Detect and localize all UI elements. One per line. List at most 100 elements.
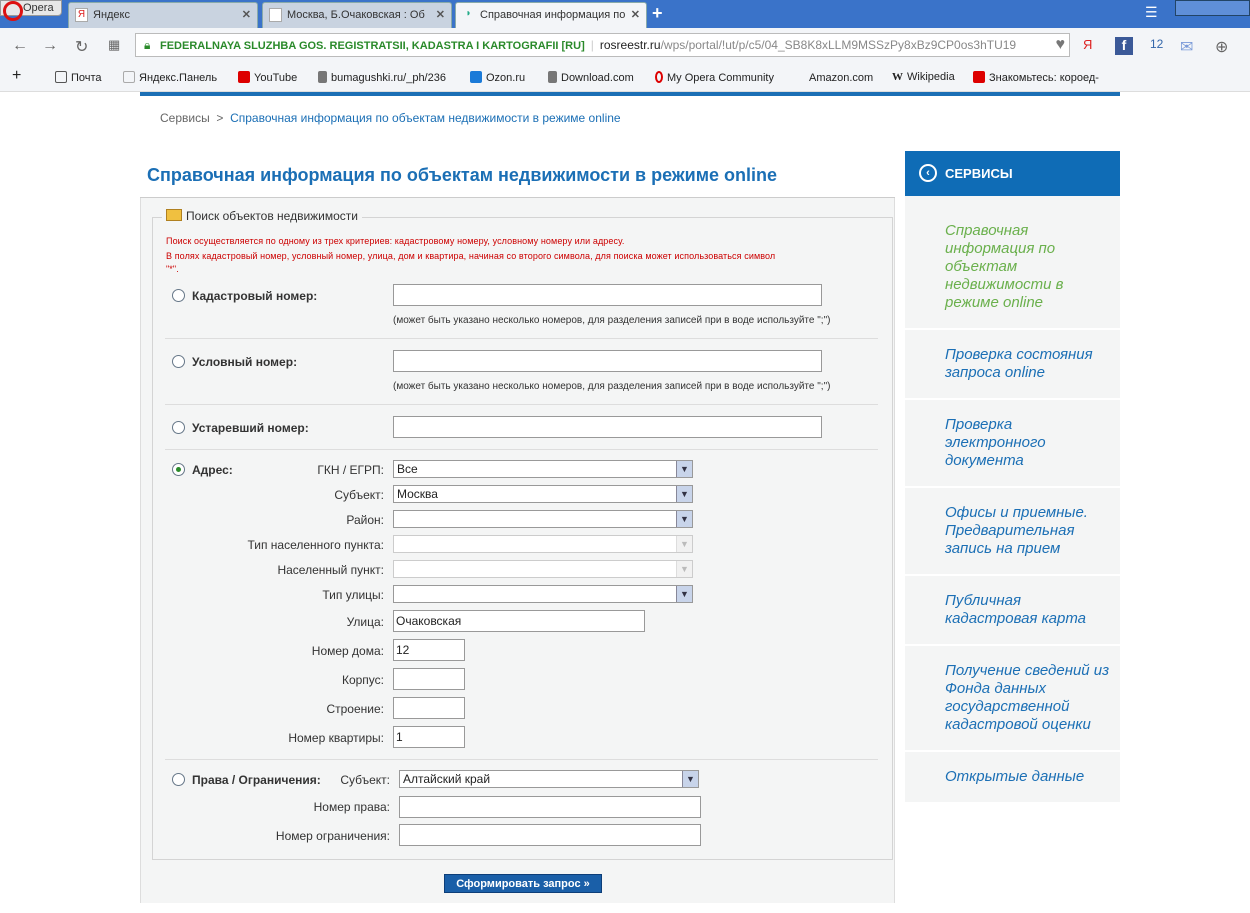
- tab-yandex[interactable]: Я Яндекс ✕: [68, 2, 258, 28]
- notifications-icon[interactable]: 12: [1150, 37, 1164, 51]
- add-bookmark-icon[interactable]: +: [12, 67, 22, 84]
- conditional-hint: (может быть указано несколько номеров, д…: [393, 381, 831, 392]
- settlement-label: Населенный пункт:: [277, 563, 384, 577]
- bookmark-item[interactable]: Яндекс.Панель: [123, 71, 217, 84]
- tab-rosreestr[interactable]: ◗ Справочная информация по ✕: [455, 2, 647, 28]
- breadcrumb-current[interactable]: Справочная информация по объектам недвиж…: [230, 111, 621, 125]
- close-icon[interactable]: ✕: [241, 9, 251, 21]
- address-label: Адрес:: [192, 463, 233, 477]
- tab-label: Москва, Б.Очаковская : Об: [287, 9, 425, 21]
- close-icon[interactable]: ✕: [435, 9, 445, 21]
- wikipedia-icon: W: [892, 71, 903, 83]
- chevron-down-icon: ▼: [682, 771, 698, 787]
- structure-input[interactable]: [393, 697, 465, 719]
- yandex-icon[interactable]: Я: [1083, 37, 1093, 52]
- cadastral-input[interactable]: [393, 284, 822, 306]
- conditional-radio[interactable]: [172, 355, 185, 368]
- download-icon[interactable]: ⊕: [1215, 39, 1229, 56]
- bookmark-label: Ozon.ru: [486, 72, 526, 84]
- heart-icon[interactable]: ♥: [1055, 36, 1066, 53]
- bookmark-item[interactable]: bumagushki.ru/_ph/236: [318, 71, 446, 84]
- gkn-select[interactable]: Все ▼: [393, 460, 693, 478]
- window-controls[interactable]: [1175, 0, 1250, 16]
- chevron-down-icon: ▼: [676, 586, 692, 602]
- sidebar-item-offices[interactable]: Офисы и приемные. Предварительная запись…: [905, 488, 1120, 576]
- sidebar-header[interactable]: ‹ СЕРВИСЫ: [905, 151, 1120, 196]
- new-tab-button[interactable]: +: [652, 3, 663, 23]
- opera-menu-button[interactable]: Opera: [0, 0, 62, 21]
- subject-select[interactable]: Москва ▼: [393, 485, 693, 503]
- right-number-input[interactable]: [399, 796, 701, 818]
- tab-moscow[interactable]: Москва, Б.Очаковская : Об ✕: [262, 2, 452, 28]
- settlement-select[interactable]: ▼: [393, 560, 693, 578]
- tab-label: Яндекс: [93, 9, 130, 21]
- restriction-number-input[interactable]: [399, 824, 701, 846]
- subject-value: Москва: [397, 487, 438, 501]
- cadastral-radio[interactable]: [172, 289, 185, 302]
- bookmark-item[interactable]: Знакомьтесь: короед-: [973, 71, 1105, 84]
- district-select[interactable]: ▼: [393, 510, 693, 528]
- street-input[interactable]: Очаковская: [393, 610, 645, 632]
- divider: [165, 759, 878, 760]
- lock-icon: 🔒︎: [144, 38, 151, 52]
- apartment-input[interactable]: 1: [393, 726, 465, 748]
- house-label: Номер дома:: [311, 644, 384, 658]
- cadastral-label: Кадастровый номер:: [192, 289, 318, 303]
- conditional-input[interactable]: [393, 350, 822, 372]
- obsolete-input[interactable]: [393, 416, 822, 438]
- rights-label: Права / Ограничения:: [192, 773, 321, 787]
- mail-icon: [55, 71, 67, 83]
- rights-subject-value: Алтайский край: [403, 772, 491, 786]
- chevron-down-icon: ▼: [676, 461, 692, 477]
- divider: [165, 404, 878, 405]
- search-folder-icon: [166, 209, 182, 221]
- rosreestr-icon: ◗: [465, 8, 472, 19]
- address-bar[interactable]: 🔒︎ FEDERALNAYA SLUZHBA GOS. REGISTRATSII…: [135, 33, 1070, 57]
- sidebar-item-request-status[interactable]: Проверка состояния запроса online: [905, 330, 1120, 400]
- bookmarks-bar: + Почта Яндекс.Панель YouTube bumagushki…: [0, 62, 1250, 92]
- sidebar-item-open-data[interactable]: Открытые данные: [905, 752, 1120, 804]
- bookmark-item[interactable]: Amazon.com: [793, 71, 873, 84]
- opera-icon: [655, 71, 663, 83]
- bookmark-label: Яндекс.Панель: [139, 72, 218, 84]
- apartment-label: Номер квартиры:: [288, 731, 384, 745]
- submit-request-button[interactable]: Сформировать запрос »: [444, 874, 602, 893]
- bookmark-item[interactable]: W Wikipedia: [892, 71, 955, 83]
- tab-menu-icon[interactable]: ☰: [1145, 4, 1158, 20]
- sidebar-item-reference-info[interactable]: Справочная информация по объектам недвиж…: [905, 196, 1120, 330]
- bookmark-item[interactable]: YouTube: [238, 71, 297, 84]
- forward-icon[interactable]: →: [42, 37, 58, 54]
- obsolete-radio[interactable]: [172, 421, 185, 434]
- gkn-value: Все: [397, 462, 418, 476]
- bookmark-item[interactable]: Почта: [55, 71, 102, 84]
- bookmark-item[interactable]: My Opera Community: [655, 71, 774, 84]
- breadcrumb-services[interactable]: Сервисы: [160, 111, 210, 125]
- tab-label: Справочная информация по: [480, 9, 626, 21]
- facebook-icon[interactable]: f: [1115, 37, 1133, 55]
- building-input[interactable]: [393, 668, 465, 690]
- close-icon[interactable]: ✕: [630, 9, 640, 21]
- chevron-down-icon: ▼: [676, 536, 692, 552]
- rights-radio[interactable]: [172, 773, 185, 786]
- settlement-type-select[interactable]: ▼: [393, 535, 693, 553]
- mail-icon[interactable]: ✉: [1180, 39, 1194, 56]
- right-number-label: Номер права:: [313, 800, 390, 814]
- back-icon[interactable]: ←: [12, 37, 28, 54]
- amazon-icon: [793, 71, 805, 83]
- bookmark-item[interactable]: Download.com: [548, 71, 634, 84]
- sidebar-item-valuation-fund[interactable]: Получение сведений из Фонда данных госуд…: [905, 646, 1120, 752]
- sidebar-item-check-document[interactable]: Проверка электронного документа: [905, 400, 1120, 488]
- street-type-select[interactable]: ▼: [393, 585, 693, 603]
- rights-subject-select[interactable]: Алтайский край ▼: [399, 770, 699, 788]
- address-radio[interactable]: [172, 463, 185, 476]
- url-path: /wps/portal/!ut/p/c5/04_SB8K8xLLM9MSSzPy…: [660, 38, 1017, 52]
- chevron-down-icon: ▼: [676, 511, 692, 527]
- sidebar-item-cadastral-map[interactable]: Публичная кадастровая карта: [905, 576, 1120, 646]
- restriction-number-label: Номер ограничения:: [275, 829, 390, 843]
- reload-icon[interactable]: ↻: [75, 39, 89, 56]
- security-badge[interactable]: FEDERALNAYA SLUZHBA GOS. REGISTRATSII, K…: [160, 40, 585, 52]
- house-input[interactable]: 12: [393, 639, 465, 661]
- speed-dial-icon[interactable]: ▦: [108, 37, 121, 52]
- bookmark-item[interactable]: Ozon.ru: [470, 71, 525, 84]
- url-domain: rosreestr.ru: [599, 38, 661, 52]
